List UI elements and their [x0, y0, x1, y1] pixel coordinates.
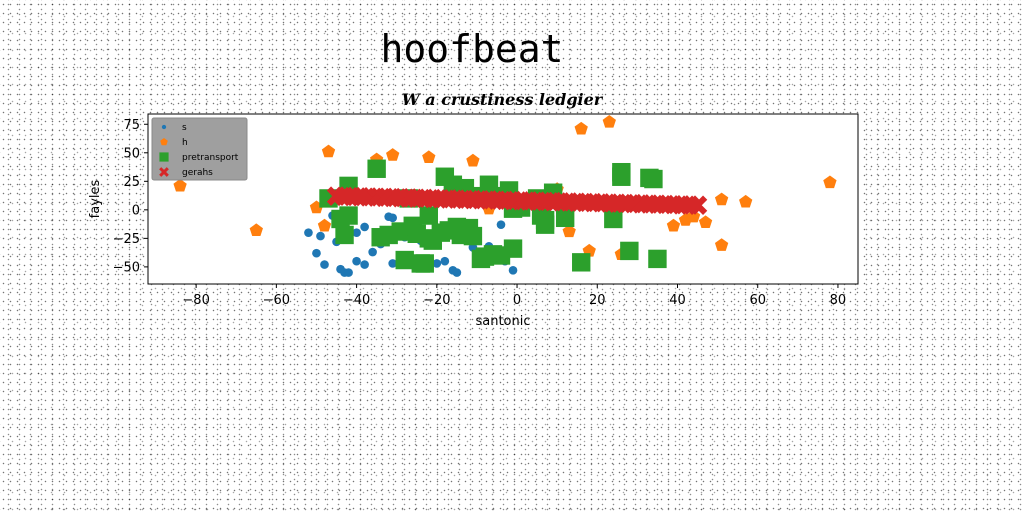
data-point — [367, 159, 386, 178]
data-point — [360, 222, 369, 232]
data-point — [503, 239, 523, 258]
y-tick-label: −25 — [113, 232, 140, 247]
data-point — [823, 175, 837, 189]
data-point — [321, 144, 336, 158]
y-tick-label: 0 — [132, 203, 140, 218]
data-point — [419, 206, 438, 225]
series-gerahs — [326, 186, 708, 215]
data-point — [620, 241, 639, 261]
data-point — [714, 192, 729, 206]
data-point — [562, 224, 576, 238]
legend-item-gerahs: gerahs — [159, 167, 213, 178]
data-point — [572, 253, 591, 272]
data-point — [687, 195, 708, 215]
data-point — [644, 169, 663, 189]
y-tick-label: 75 — [123, 118, 140, 133]
data-point — [468, 243, 478, 252]
data-point — [422, 150, 436, 164]
data-point — [360, 260, 369, 269]
data-point — [304, 228, 313, 237]
legend-item-s: s — [161, 123, 187, 133]
data-point — [714, 238, 729, 251]
data-points — [173, 114, 837, 277]
x-axis-label: santonic — [475, 314, 530, 329]
legend-marker — [159, 152, 169, 162]
data-point — [602, 114, 616, 128]
data-point — [388, 259, 398, 268]
data-point — [666, 218, 681, 232]
plot-frame — [147, 113, 859, 285]
data-point — [352, 228, 361, 237]
x-tick-label: −40 — [343, 293, 370, 308]
data-point — [335, 225, 354, 245]
data-point — [173, 178, 187, 192]
chart-title: hoofbeat — [380, 27, 563, 71]
y-tick-label: 25 — [123, 175, 140, 190]
data-point — [388, 213, 398, 223]
x-tick-label: −20 — [423, 293, 450, 308]
chart-subtitle: W a crustiness ledgier — [402, 90, 604, 109]
data-point — [317, 218, 332, 232]
data-point — [249, 223, 263, 237]
x-tick-label: 60 — [749, 293, 766, 308]
data-point — [395, 250, 414, 270]
data-point — [316, 231, 325, 241]
legend-marker — [160, 138, 168, 146]
data-point — [452, 268, 462, 277]
y-tick-label: 50 — [123, 146, 140, 161]
data-point — [535, 215, 555, 234]
data-point — [312, 248, 321, 258]
data-point — [440, 256, 450, 266]
y-tick-label: −50 — [113, 260, 140, 275]
legend-label: s — [182, 123, 187, 133]
data-point — [612, 162, 631, 182]
data-point — [574, 121, 588, 135]
data-point — [368, 247, 377, 257]
data-point — [648, 249, 667, 269]
data-point — [555, 208, 575, 228]
data-point — [698, 215, 713, 229]
axis-ticks: −80 −60 −40 −20 0 20 40 60 80 −50 −25 0 25 50 75 — [113, 118, 847, 308]
data-point — [739, 194, 753, 208]
legend-item-pretransport: pretransport — [159, 152, 239, 163]
data-point — [466, 153, 480, 167]
data-point — [415, 254, 434, 273]
legend: sh pretransport gerahs — [151, 117, 248, 181]
data-point — [352, 256, 361, 266]
x-tick-label: 40 — [669, 293, 686, 308]
legend-marker — [161, 124, 167, 130]
legend-item-h: h — [160, 138, 188, 148]
data-point — [432, 259, 442, 268]
legend-box — [151, 117, 248, 181]
data-point — [386, 148, 400, 161]
legend-label: h — [182, 138, 188, 148]
x-tick-label: 0 — [513, 293, 521, 308]
x-tick-label: 20 — [589, 293, 606, 308]
x-tick-label: −80 — [182, 293, 209, 308]
data-point — [344, 268, 353, 277]
legend-label: gerahs — [182, 168, 213, 178]
data-point — [604, 209, 623, 229]
data-point — [508, 265, 518, 275]
x-tick-label: −60 — [263, 293, 290, 308]
data-point — [320, 260, 329, 269]
legend-label: pretransport — [182, 153, 239, 163]
data-point — [496, 220, 506, 229]
x-tick-label: 80 — [830, 293, 847, 308]
y-axis-label: fayles — [88, 179, 103, 218]
legend-marker — [159, 167, 169, 177]
data-point — [339, 206, 358, 225]
data-point — [463, 226, 483, 246]
